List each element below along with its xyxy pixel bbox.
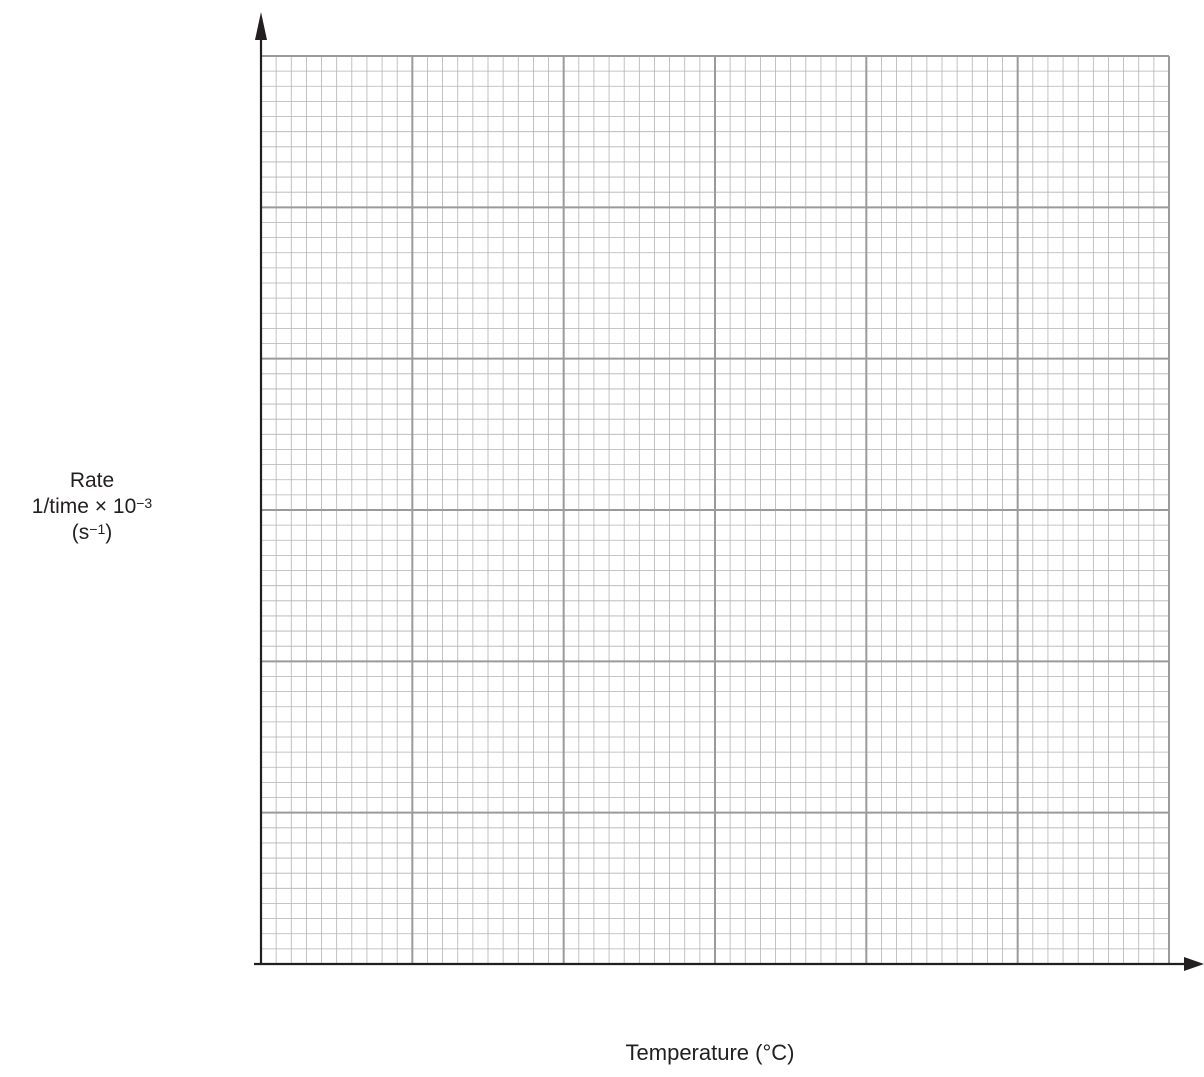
x-axis-arrowhead: [1184, 957, 1204, 971]
y-axis-label-line-1: Rate: [69, 469, 115, 492]
y-axis-label-unit-text: 1/time × 10: [31, 495, 137, 518]
y-axis-arrowhead: [255, 12, 267, 40]
y-axis-label-open: (s: [71, 521, 90, 544]
x-axis-label: Temperature (°C): [625, 1040, 795, 1065]
y-axis-label: Rate 1/time × 10−3 (s−1): [0, 468, 184, 546]
y-axis-label-line-2: 1/time × 10−3: [0, 494, 184, 520]
y-axis-label-exponent-1: −3: [136, 495, 153, 511]
y-axis-label-line-3: (s−1): [0, 520, 184, 546]
y-axis-label-exponent-2: −1: [89, 521, 106, 537]
y-axis-label-close: ): [105, 521, 113, 544]
